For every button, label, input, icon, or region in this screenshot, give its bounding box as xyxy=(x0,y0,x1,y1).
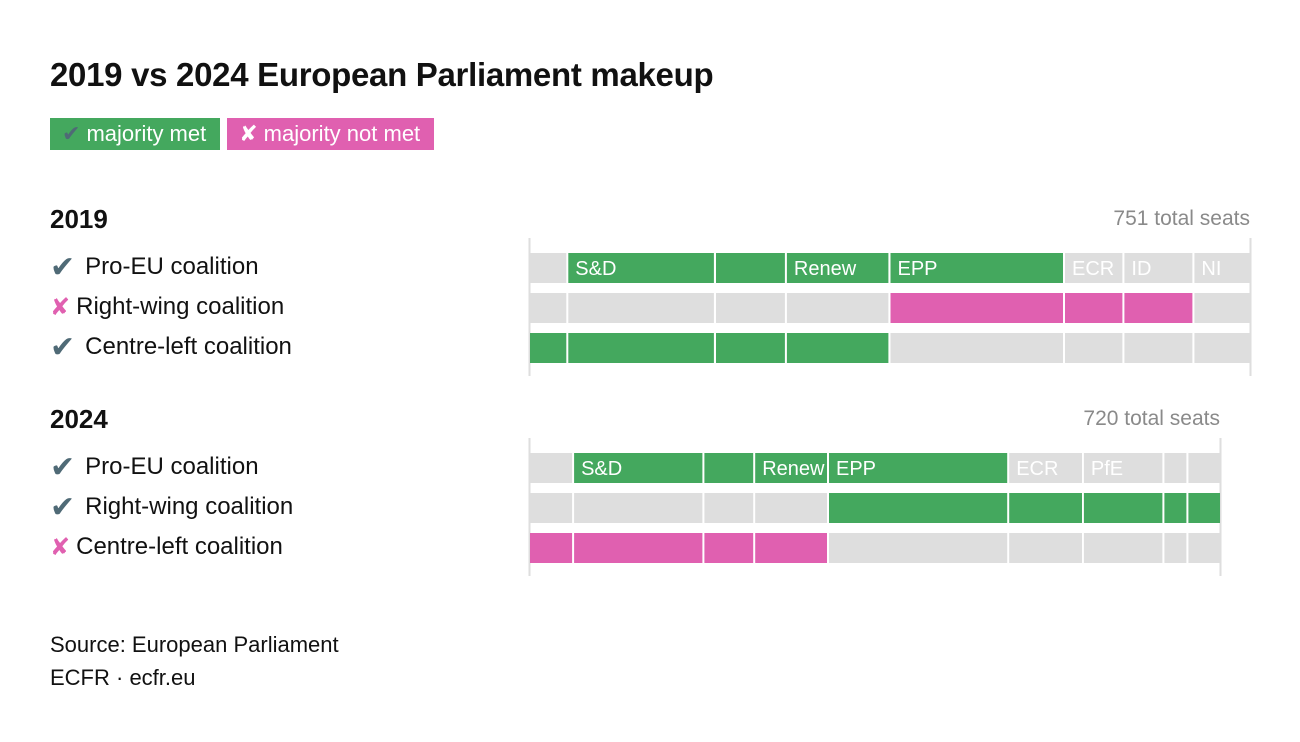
bar-segment xyxy=(755,493,827,523)
bar-segment xyxy=(1188,493,1220,523)
coalition-label: ✔ Pro-EU coalition xyxy=(50,250,259,284)
bar-segment xyxy=(1188,533,1220,563)
coalition-name: Right-wing coalition xyxy=(76,293,285,320)
bar-segment xyxy=(704,533,754,563)
check-icon: ✔ xyxy=(50,490,76,524)
bar-segment xyxy=(568,333,714,363)
party-label: EPP xyxy=(836,458,876,480)
year-label: 2024 xyxy=(50,404,108,434)
bar-segment xyxy=(755,453,827,483)
check-icon: ✔ xyxy=(50,330,76,364)
bar-segment xyxy=(1083,533,1163,563)
cross-icon: ✘ xyxy=(239,121,258,146)
bar-segment xyxy=(530,533,573,563)
bar-segment xyxy=(574,533,703,563)
party-label: Renew xyxy=(794,258,857,280)
year-label: 2019 xyxy=(50,204,108,234)
bar-segment xyxy=(786,293,889,323)
bar-segment xyxy=(1009,453,1082,483)
bar-segment xyxy=(530,253,567,283)
coalition-label: ✘ Centre-left coalition xyxy=(50,531,283,563)
party-label: S&D xyxy=(575,258,616,280)
total-seats-label: 751 total seats xyxy=(1113,207,1250,230)
legend-not-met-label: majority not met xyxy=(263,121,421,146)
coalition-name: Pro-EU coalition xyxy=(85,453,259,480)
bar-segment xyxy=(1065,293,1123,323)
bar-segment xyxy=(1164,453,1187,483)
bar-segment xyxy=(574,493,703,523)
legend-majority-not-met: ✘ majority not met xyxy=(227,118,435,150)
bar-segment xyxy=(530,493,573,523)
legend-met-label: majority met xyxy=(86,121,207,146)
total-seats-label: 720 total seats xyxy=(1083,407,1220,430)
bar-segment xyxy=(890,253,1063,283)
bar-segment xyxy=(1124,253,1193,283)
coalition-label: ✘ Right-wing coalition xyxy=(50,291,284,323)
check-icon: ✔ xyxy=(50,250,76,284)
chart-title: 2019 vs 2024 European Parliament makeup xyxy=(50,56,714,93)
bar-segment xyxy=(1124,293,1193,323)
cross-icon: ✘ xyxy=(50,533,71,561)
bar-segment xyxy=(1194,293,1250,323)
bar-segment xyxy=(829,533,1008,563)
bar-segment xyxy=(574,453,703,483)
party-label: ID xyxy=(1131,258,1151,280)
bar-segment xyxy=(530,453,573,483)
bar-segment xyxy=(1188,453,1220,483)
bar-segment xyxy=(716,293,785,323)
legend-majority-met: ✔ majority met xyxy=(50,118,221,150)
bar-segment xyxy=(890,293,1063,323)
check-icon: ✔ xyxy=(50,450,76,484)
bar-segment xyxy=(786,333,889,363)
bar-segment xyxy=(568,253,714,283)
party-label: ECR xyxy=(1072,258,1114,280)
check-icon: ✔ xyxy=(62,121,81,146)
coalition-name: Right-wing coalition xyxy=(85,493,294,520)
publisher-line: ECFR · ecfr.eu xyxy=(50,665,196,690)
legend: ✔ majority met ✘ majority not met xyxy=(50,118,441,150)
coalition-name: Centre-left coalition xyxy=(76,533,283,560)
bar-segment xyxy=(1194,253,1250,283)
cross-icon: ✘ xyxy=(50,293,71,321)
bar-segment xyxy=(1164,493,1187,523)
bar-segment xyxy=(1065,253,1123,283)
party-label: PfE xyxy=(1091,458,1123,480)
party-label: EPP xyxy=(898,258,938,280)
bar-segment xyxy=(890,333,1063,363)
coalition-label: ✔ Pro-EU coalition xyxy=(50,450,259,484)
coalition-label: ✔ Right-wing coalition xyxy=(50,490,294,524)
bar-segment xyxy=(1009,493,1082,523)
bar-segment xyxy=(1083,453,1163,483)
bar-segment xyxy=(1194,333,1250,363)
bar-segment xyxy=(530,333,567,363)
source-note: Source: European Parliament ECFR · ecfr.… xyxy=(50,628,339,694)
party-label: Renew xyxy=(762,458,825,480)
party-label: S&D xyxy=(581,458,622,480)
bar-segment xyxy=(1083,493,1163,523)
bar-segment xyxy=(716,253,785,283)
bar-segment xyxy=(829,453,1008,483)
bar-segment xyxy=(704,453,754,483)
bar-segment xyxy=(829,493,1008,523)
bar-segment xyxy=(716,333,785,363)
coalition-label: ✔ Centre-left coalition xyxy=(50,330,292,364)
bar-segment xyxy=(1009,533,1082,563)
source-line: Source: European Parliament xyxy=(50,632,339,657)
bar-segment xyxy=(755,533,827,563)
bar-segment xyxy=(530,293,567,323)
coalition-name: Centre-left coalition xyxy=(85,333,292,360)
coalition-name: Pro-EU coalition xyxy=(85,253,259,280)
party-label: ECR xyxy=(1016,458,1058,480)
bar-segment xyxy=(786,253,889,283)
party-label: NI xyxy=(1201,258,1221,280)
bar-segment xyxy=(704,493,754,523)
bar-segment xyxy=(1164,533,1187,563)
bar-segment xyxy=(1065,333,1123,363)
bar-segment xyxy=(568,293,714,323)
bar-segment xyxy=(1124,333,1193,363)
